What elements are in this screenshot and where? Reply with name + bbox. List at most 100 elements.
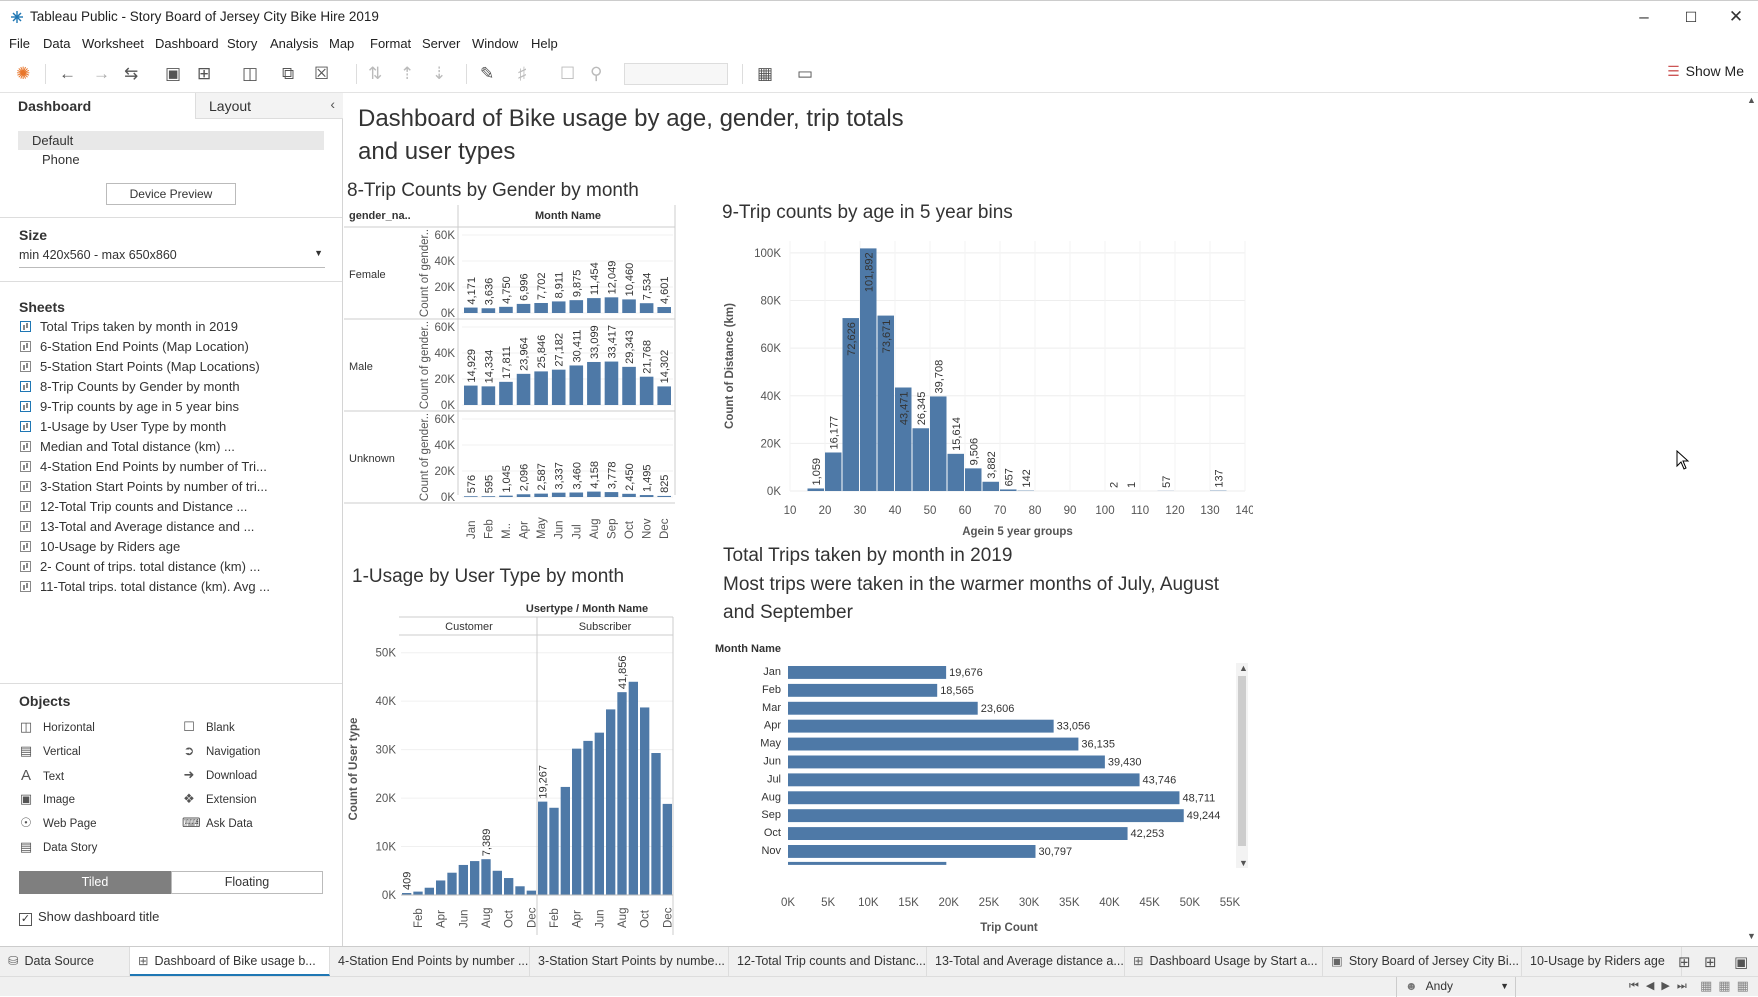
gender-bar[interactable] (640, 377, 654, 405)
menu-story[interactable]: Story (227, 36, 257, 51)
gender-bar[interactable] (517, 494, 531, 497)
sheet-item[interactable]: 4-Station End Points by number of Tri... (20, 459, 330, 479)
gender-bar[interactable] (499, 496, 513, 497)
group-icon[interactable]: ♯ (518, 64, 527, 84)
gender-bar[interactable] (552, 301, 566, 313)
gender-bar[interactable] (499, 382, 513, 405)
gender-bar[interactable] (464, 496, 478, 497)
sort-ascending-icon[interactable]: ⇡ (400, 64, 414, 84)
user-type-bar[interactable] (617, 692, 626, 895)
gender-bar[interactable] (570, 365, 584, 405)
show-cards-icon[interactable]: ▦ (757, 64, 773, 84)
show-title-checkbox[interactable]: ✓Show dashboard title (19, 909, 159, 926)
user-type-bar[interactable] (481, 859, 490, 895)
menu-window[interactable]: Window (472, 36, 518, 51)
user-type-bar[interactable] (527, 891, 536, 895)
new-data-source-icon[interactable]: ⊞ (197, 64, 211, 84)
month-bar[interactable] (788, 666, 946, 679)
sheet-item[interactable]: 1-Usage by User Type by month (20, 419, 330, 439)
user-type-bar[interactable] (413, 892, 422, 895)
presentation-mode-icon[interactable]: ▭ (797, 64, 813, 84)
tab-station-start-points[interactable]: 3-Station Start Points by numbe... (530, 947, 729, 976)
gender-bar[interactable] (587, 362, 601, 405)
age-bar[interactable] (965, 468, 982, 491)
sheet-navigation-arrows[interactable]: ⏮◀▶⏭ (1629, 979, 1694, 993)
object-download[interactable]: ➜Download (182, 767, 257, 783)
object-image[interactable]: ▣Image (19, 791, 75, 807)
menu-map[interactable]: Map (329, 36, 354, 51)
user-type-bar[interactable] (583, 741, 592, 895)
sheet-item[interactable]: 13-Total and Average distance and ... (20, 519, 330, 539)
sheet-item[interactable]: 2- Count of trips. total distance (km) .… (20, 559, 330, 579)
pin-icon[interactable]: ⚲ (590, 64, 602, 84)
user-type-bar[interactable] (629, 682, 638, 895)
gender-bar[interactable] (605, 297, 619, 313)
gender-bar[interactable] (622, 367, 636, 405)
floating-toggle[interactable]: Floating (171, 871, 323, 894)
month-bar[interactable] (788, 738, 1078, 751)
replace-data-icon[interactable]: ⇆ (124, 64, 138, 84)
user-type-bar[interactable] (595, 733, 604, 895)
device-default[interactable]: Default (18, 131, 324, 150)
user-type-bar[interactable] (606, 709, 615, 895)
redo-icon[interactable]: → (93, 64, 110, 84)
user-type-bar[interactable] (470, 861, 479, 895)
new-story-icon[interactable]: ▣ (1734, 953, 1748, 971)
object-data-story[interactable]: ▤Data Story (19, 839, 97, 855)
new-sheet-icon[interactable]: ◫ (242, 64, 258, 84)
gender-bar[interactable] (622, 299, 636, 313)
device-preview-button[interactable]: Device Preview (106, 183, 236, 205)
menu-help[interactable]: Help (531, 36, 558, 51)
gender-bar[interactable] (640, 303, 654, 313)
menu-analysis[interactable]: Analysis (270, 36, 318, 51)
gender-bar[interactable] (570, 300, 584, 313)
minimize-button[interactable]: – (1624, 5, 1664, 29)
tab-station-end-points[interactable]: 4-Station End Points by number ... (330, 947, 530, 976)
gender-bar[interactable] (464, 386, 478, 405)
gender-bar[interactable] (587, 298, 601, 313)
size-dropdown[interactable]: min 420x560 - max 650x860▼ (19, 248, 325, 268)
show-me-button[interactable]: ☰Show Me (1667, 63, 1744, 80)
tab-usage-riders-age[interactable]: 10-Usage by Riders age (1522, 947, 1682, 976)
user-type-bar[interactable] (640, 707, 649, 895)
user-type-bar[interactable] (493, 871, 502, 895)
user-menu[interactable]: ☻Andy▼ (1396, 977, 1516, 997)
gender-bar[interactable] (499, 307, 513, 313)
tab-dashboard-bike-usage[interactable]: ⊞Dashboard of Bike usage b... (130, 947, 330, 976)
sheet-item[interactable]: 6-Station End Points (Map Location) (20, 339, 330, 359)
object-blank[interactable]: ☐Blank (182, 719, 235, 735)
menu-data[interactable]: Data (43, 36, 70, 51)
user-type-bar[interactable] (436, 880, 445, 895)
month-bar[interactable] (788, 684, 937, 697)
age-bar[interactable] (948, 454, 965, 491)
menu-worksheet[interactable]: Worksheet (82, 36, 144, 51)
sheet-item[interactable]: 12-Total Trip counts and Distance ... (20, 499, 330, 519)
new-dashboard-icon[interactable]: ⊞ (1704, 953, 1717, 971)
undo-icon[interactable]: ← (59, 64, 76, 84)
user-type-chart[interactable]: Usertype / Month Name0K10K20K30K40K50KCo… (344, 595, 676, 938)
tab-dashboard[interactable]: Dashboard (0, 93, 195, 119)
sheet-item[interactable]: Total Trips taken by month in 2019 (20, 319, 330, 339)
month-bar[interactable] (788, 827, 1128, 840)
object-horizontal[interactable]: ◫Horizontal (19, 719, 95, 735)
new-worksheet-icon[interactable]: ⊞ (1678, 953, 1691, 971)
maximize-button[interactable]: ☐ (1671, 5, 1711, 29)
label-icon[interactable]: ☐ (560, 64, 575, 84)
tableau-home-icon[interactable]: ✺ (16, 64, 30, 84)
object-vertical[interactable]: ▤Vertical (19, 743, 81, 759)
user-type-bar[interactable] (572, 749, 581, 895)
tab-layout[interactable]: Layout‹ (195, 93, 343, 119)
menu-server[interactable]: Server (422, 36, 460, 51)
fit-dropdown[interactable] (624, 63, 728, 85)
gender-bar[interactable] (570, 493, 584, 497)
tab-total-trip-counts[interactable]: 12-Total Trip counts and Distanc... (729, 947, 927, 976)
gender-bar[interactable] (640, 495, 654, 497)
month-bar-partial[interactable] (788, 862, 946, 865)
user-type-bar[interactable] (651, 753, 660, 895)
duplicate-sheet-icon[interactable]: ⧉ (282, 64, 294, 84)
object-web-page[interactable]: ☉Web Page (19, 815, 97, 831)
gender-bar[interactable] (482, 496, 496, 497)
user-type-bar[interactable] (447, 873, 456, 895)
